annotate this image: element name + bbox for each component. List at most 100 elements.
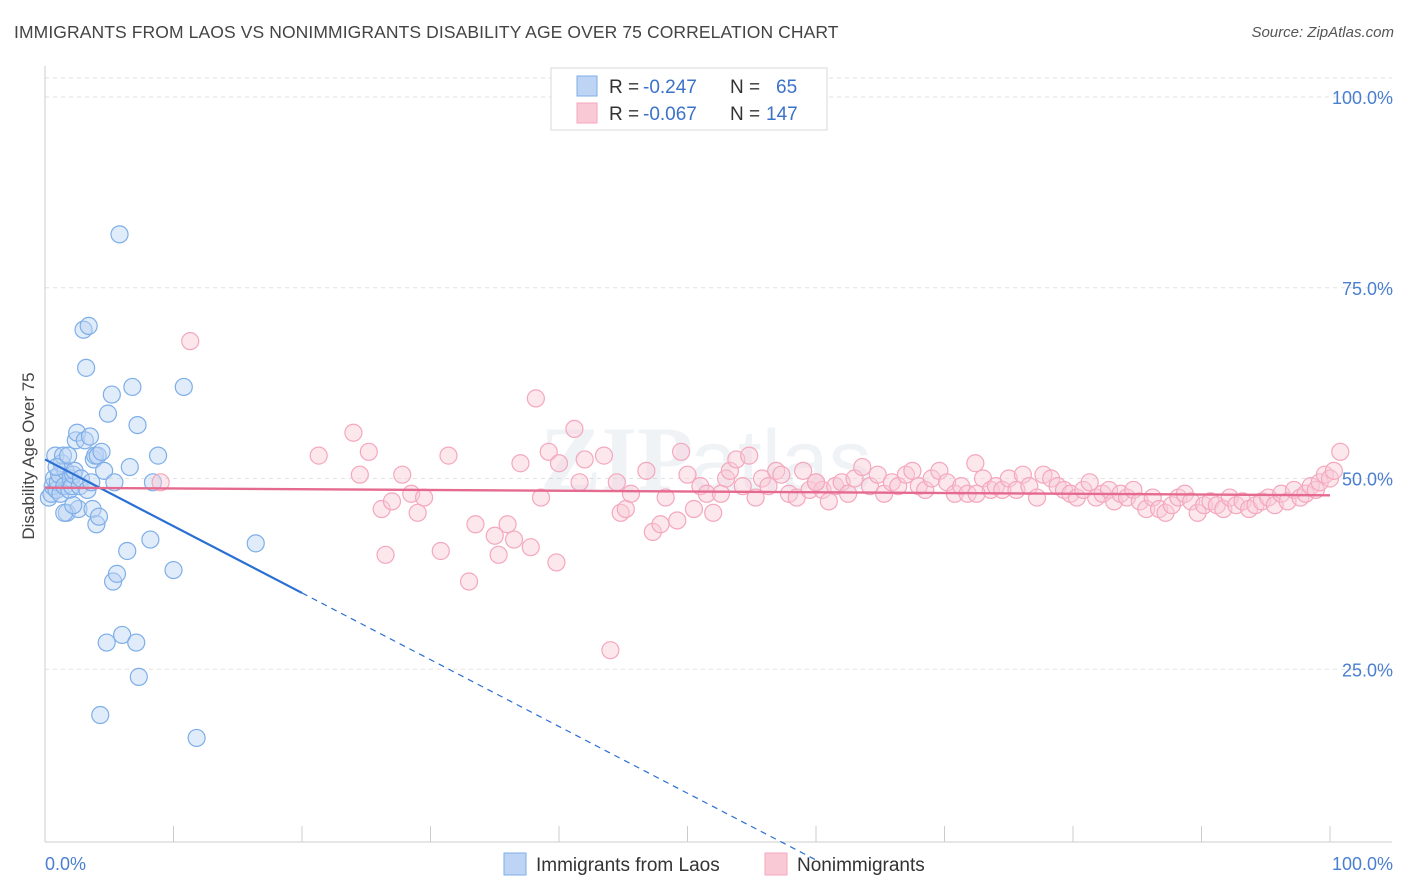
series-non-point-144 xyxy=(1331,442,1350,461)
series-laos-point-50 xyxy=(120,457,139,477)
bottom-legend-swatch-laos xyxy=(503,852,527,876)
series-non-point-84 xyxy=(952,477,971,496)
series-non-point-12 xyxy=(414,488,434,507)
series-laos-point-29 xyxy=(79,316,98,335)
series-laos-point-30 xyxy=(80,427,100,446)
y-axis-label: Disability Age Over 75 xyxy=(19,372,38,539)
series-non-point-23 xyxy=(526,389,545,408)
y-tick-label-0: 100.0% xyxy=(1332,88,1393,108)
series-non-point-53 xyxy=(740,446,759,465)
series-non-point-7 xyxy=(376,545,395,564)
series-non-point-46 xyxy=(697,484,716,503)
series-non-point-21 xyxy=(511,454,530,473)
series-non-point-29 xyxy=(570,473,589,492)
series-laos-point-59 xyxy=(174,377,193,397)
series-laos-point-46 xyxy=(107,564,127,583)
series-non-point-8 xyxy=(382,492,402,511)
series-non-point-48 xyxy=(711,484,731,503)
series-non-point-120 xyxy=(1188,503,1207,522)
series-non-point-20 xyxy=(504,530,524,549)
chart-title: IMMIGRANTS FROM LAOS VS NONIMMIGRANTS DI… xyxy=(14,22,839,42)
series-non-point-86 xyxy=(966,454,985,473)
series-non-point-37 xyxy=(637,461,656,480)
legend-swatch-laos xyxy=(576,75,598,97)
trend-lines xyxy=(44,458,1331,861)
series-laos-point-63 xyxy=(64,496,83,515)
series-non-point-116 xyxy=(1162,496,1182,515)
series-laos-point-47 xyxy=(110,225,129,244)
series-non-point-14 xyxy=(439,446,458,465)
grid-lines xyxy=(45,77,1392,670)
legend-n-value-nonimmigrants: 147 xyxy=(766,104,798,125)
series-non-point-6 xyxy=(372,499,391,519)
y-tick-labels: 100.0% 75.0% 50.0% 25.0% xyxy=(1332,88,1393,680)
bottom-legend-label-laos: Immigrants from Laos xyxy=(536,855,720,876)
svg-text:ZIP: ZIP xyxy=(540,408,693,510)
series-non-point-55 xyxy=(752,469,772,488)
y-tick-label-3: 25.0% xyxy=(1342,660,1393,680)
series-non-point-42 xyxy=(671,442,691,461)
series-laos-point-39 xyxy=(92,442,111,461)
series-non-point-27 xyxy=(549,454,569,473)
series-non-point-3 xyxy=(344,423,363,442)
series-non-point-4 xyxy=(350,465,369,484)
bottom-legend-label-nonimmigrants: Nonimmigrants xyxy=(797,855,925,876)
series-non-point-17 xyxy=(485,526,504,545)
series-non-point-44 xyxy=(684,499,704,519)
series-non-point-0 xyxy=(151,473,170,492)
trend-line-laos-solid xyxy=(44,458,303,594)
series-non-point-146 xyxy=(806,473,826,492)
series-laos-point-54 xyxy=(129,667,148,686)
series-non-point-72 xyxy=(868,465,887,484)
legend-r-label-nonimmigrants: R = xyxy=(609,104,639,125)
series-non-point-28 xyxy=(565,419,584,439)
series-non-point-2 xyxy=(309,446,328,465)
series-non-point-143 xyxy=(1324,461,1343,480)
series-non-point-115 xyxy=(1156,503,1175,522)
legend-r-label-laos: R = xyxy=(609,77,639,98)
series-non-point-61 xyxy=(794,461,813,480)
series-laos-point-49 xyxy=(118,541,137,561)
legend-n-label-nonimmigrants: N = xyxy=(730,104,760,125)
series-non-point-70 xyxy=(853,457,872,477)
series-immigrants-from-laos xyxy=(39,225,265,748)
series-non-point-41 xyxy=(668,511,687,530)
stats-legend: R = -0.247 N = 65 R = -0.067 N = 147 xyxy=(550,67,828,131)
series-laos-point-61 xyxy=(246,534,265,553)
series-non-point-35 xyxy=(616,499,635,519)
series-non-point-19 xyxy=(498,515,517,534)
series-non-point-32 xyxy=(601,641,620,660)
series-non-point-62 xyxy=(800,480,819,500)
series-non-point-80 xyxy=(922,469,941,488)
series-non-point-103 xyxy=(1080,473,1099,492)
series-non-point-56 xyxy=(759,477,778,496)
x-tick-label-0: 0.0% xyxy=(45,854,86,874)
series-laos-point-37 xyxy=(89,507,109,526)
series-non-point-112 xyxy=(1137,499,1156,519)
series-laos-point-48 xyxy=(112,625,132,645)
series-non-point-97 xyxy=(1042,469,1061,488)
series-laos-point-32 xyxy=(83,499,102,519)
series-laos-point-38 xyxy=(91,705,110,725)
series-laos-point-56 xyxy=(143,473,163,492)
series-laos-point-51 xyxy=(123,377,142,397)
y-tick-label-1: 75.0% xyxy=(1342,279,1393,299)
series-non-point-5 xyxy=(359,442,378,461)
series-non-point-95 xyxy=(1027,488,1047,507)
series-laos-point-40 xyxy=(95,461,114,480)
series-laos-point-42 xyxy=(98,404,118,423)
series-laos-point-27 xyxy=(77,358,96,377)
series-non-point-11 xyxy=(408,503,427,522)
series-laos-point-43 xyxy=(102,385,121,404)
bottom-legend-swatch-nonimmigrants xyxy=(764,852,788,876)
series-laos-point-45 xyxy=(105,473,124,492)
legend-n-value-laos: 65 xyxy=(776,77,797,98)
series-non-point-39 xyxy=(651,515,670,534)
series-laos-point-60 xyxy=(187,728,206,748)
axes xyxy=(44,66,1392,843)
series-non-point-68 xyxy=(839,484,858,503)
legend-swatch-nonimmigrants xyxy=(576,102,598,124)
series-non-point-40 xyxy=(656,488,675,507)
series-non-point-30 xyxy=(575,450,594,469)
